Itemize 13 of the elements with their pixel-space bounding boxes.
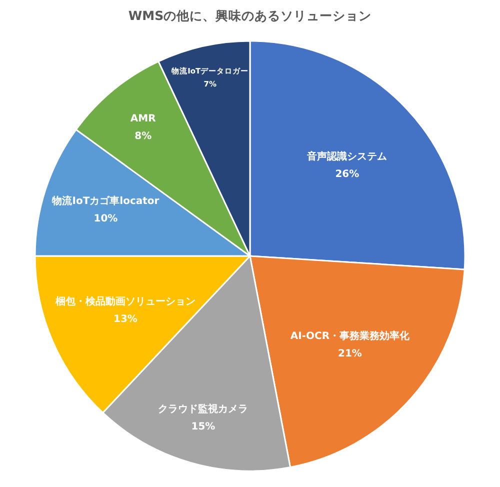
data-label: 10% [94, 213, 118, 224]
slice-label: AI-OCR・事務業務効率化 [290, 330, 411, 342]
data-label: 15% [191, 421, 216, 432]
slice-label: 梱包・検品動画ソリューション [54, 296, 196, 308]
data-label: 26% [335, 169, 360, 180]
chart-title: WMSの他に、興味のあるソリューション [128, 8, 372, 23]
data-label: 13% [113, 314, 138, 326]
slice-label: AMR [130, 114, 156, 125]
slice-label: 物流IoTカゴ車locator [51, 194, 160, 207]
data-label: 8% [134, 131, 152, 142]
slice-label: クラウド監視カメラ [158, 402, 248, 415]
slice-label: 音声認識システム [306, 150, 388, 162]
data-label: 21% [338, 348, 362, 360]
